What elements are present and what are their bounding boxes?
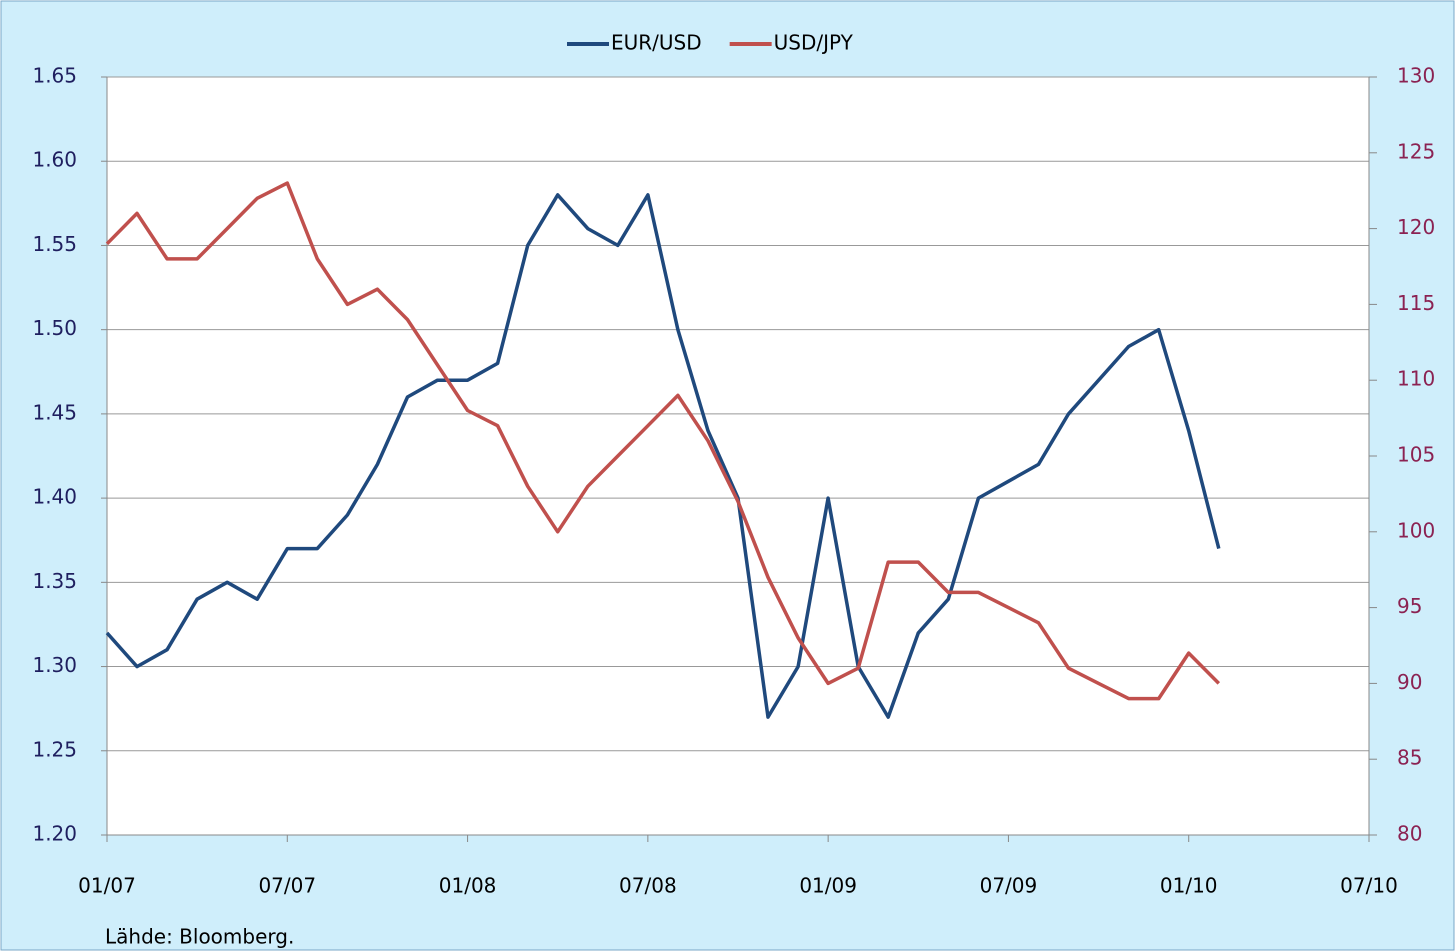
y-tick-label: 1.60	[32, 148, 77, 172]
y-tick-label: 1.30	[32, 653, 77, 677]
y-tick-label: 1.25	[32, 737, 77, 761]
y2-tick-label: 95	[1397, 594, 1422, 618]
y2-tick-label: 85	[1397, 746, 1422, 770]
y2-tick-label: 105	[1397, 443, 1435, 467]
plot-area	[107, 77, 1369, 835]
y2-tick-label: 130	[1397, 64, 1435, 88]
y2-tick-label: 80	[1397, 822, 1422, 846]
y-tick-label: 1.20	[32, 822, 77, 846]
x-tick-label: 07/09	[980, 874, 1038, 898]
y-tick-label: 1.50	[32, 316, 77, 340]
y-tick-label: 1.65	[32, 64, 77, 88]
y2-tick-label: 120	[1397, 215, 1435, 239]
x-tick-label: 01/07	[78, 874, 136, 898]
y2-tick-label: 125	[1397, 139, 1435, 163]
y2-tick-label: 110	[1397, 367, 1435, 391]
x-tick-label: 07/10	[1340, 874, 1398, 898]
x-tick-label: 01/10	[1160, 874, 1218, 898]
x-tick-label: 01/08	[439, 874, 497, 898]
y-tick-label: 1.55	[32, 232, 77, 256]
y2-tick-label: 115	[1397, 291, 1435, 315]
x-tick-label: 07/07	[258, 874, 316, 898]
legend-label: EUR/USD	[611, 31, 702, 55]
legend-label: USD/JPY	[774, 31, 854, 55]
x-tick-label: 07/08	[619, 874, 677, 898]
y-tick-label: 1.35	[32, 569, 77, 593]
source-note: Lähde: Bloomberg.	[105, 925, 294, 949]
line-series	[105, 181, 1221, 701]
x-tick-label: 01/09	[799, 874, 857, 898]
y2-tick-label: 100	[1397, 518, 1435, 542]
y2-tick-label: 90	[1397, 670, 1422, 694]
y-tick-label: 1.45	[32, 400, 77, 424]
line-series	[105, 193, 1221, 719]
y-tick-label: 1.40	[32, 485, 77, 509]
